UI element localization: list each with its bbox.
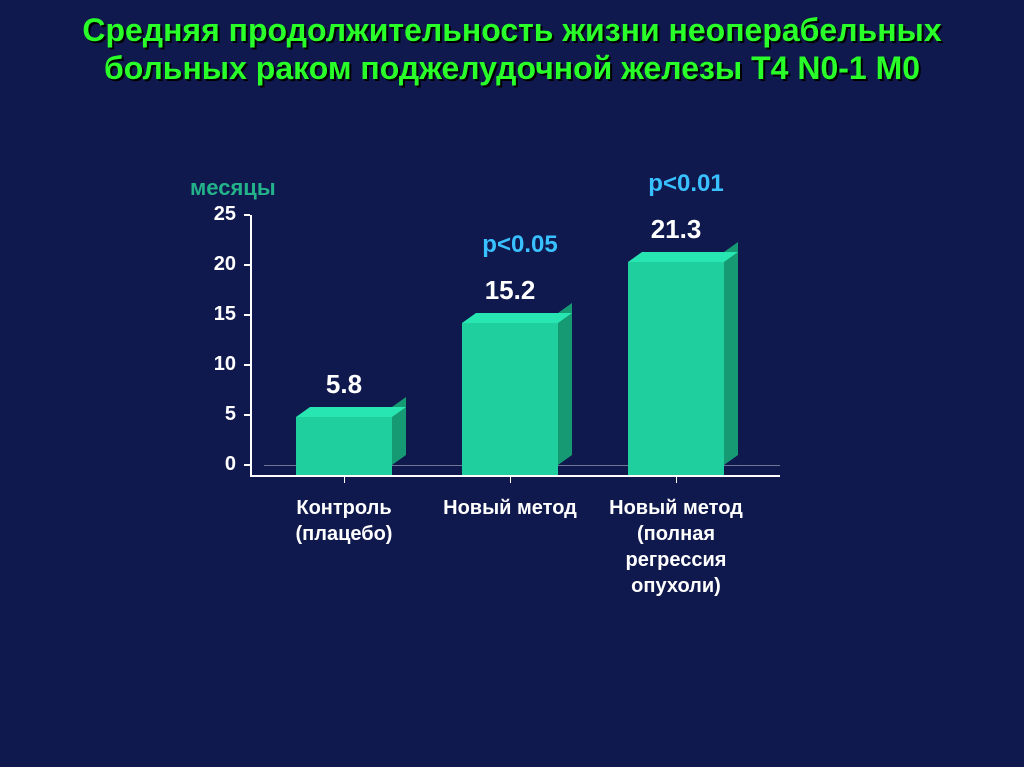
chart-plot-area: 05101520255.8Контроль(плацебо)15.2p<0.05… — [250, 225, 780, 475]
y-axis-line — [250, 215, 252, 475]
y-tick-label: 20 — [196, 253, 236, 276]
y-tick-label: 15 — [196, 303, 236, 326]
category-label: Контроль(плацебо) — [261, 495, 427, 547]
x-tick — [510, 477, 511, 483]
bar-side — [724, 242, 738, 465]
bar-value-label: 15.2 — [442, 275, 578, 306]
x-axis-front — [250, 475, 780, 477]
y-axis-title: месяцы — [190, 175, 276, 201]
x-tick — [676, 477, 677, 483]
y-tick — [244, 214, 250, 216]
y-tick-label: 5 — [196, 403, 236, 426]
bar-front — [462, 323, 558, 475]
y-tick — [244, 264, 250, 266]
bar — [628, 262, 724, 475]
category-label: Новый метод — [427, 495, 593, 521]
title-text: Средняя продолжительность жизни неопераб… — [82, 12, 941, 86]
bar-value-label: 21.3 — [608, 214, 744, 245]
y-tick-label: 0 — [196, 453, 236, 476]
x-tick — [344, 477, 345, 483]
bar-value-label: 5.8 — [276, 369, 412, 400]
p-value-label: p<0.01 — [608, 170, 764, 198]
slide-title: Средняя продолжительность жизни неопераб… — [0, 12, 1024, 88]
bar-side — [558, 303, 572, 465]
category-label: Новый метод(полнаярегрессияопухоли) — [593, 495, 759, 599]
y-tick-label: 10 — [196, 353, 236, 376]
bar-top — [296, 407, 406, 417]
y-tick — [244, 364, 250, 366]
slide: Средняя продолжительность жизни неопераб… — [0, 0, 1024, 767]
bar-top — [462, 313, 572, 323]
y-tick — [244, 414, 250, 416]
bar — [462, 323, 558, 475]
y-tick — [244, 464, 250, 466]
p-value-label: p<0.05 — [442, 231, 598, 259]
bar-front — [296, 417, 392, 475]
bar-front — [628, 262, 724, 475]
bar — [296, 417, 392, 475]
y-tick — [244, 314, 250, 316]
y-tick-label: 25 — [196, 203, 236, 226]
bar-top — [628, 252, 738, 262]
